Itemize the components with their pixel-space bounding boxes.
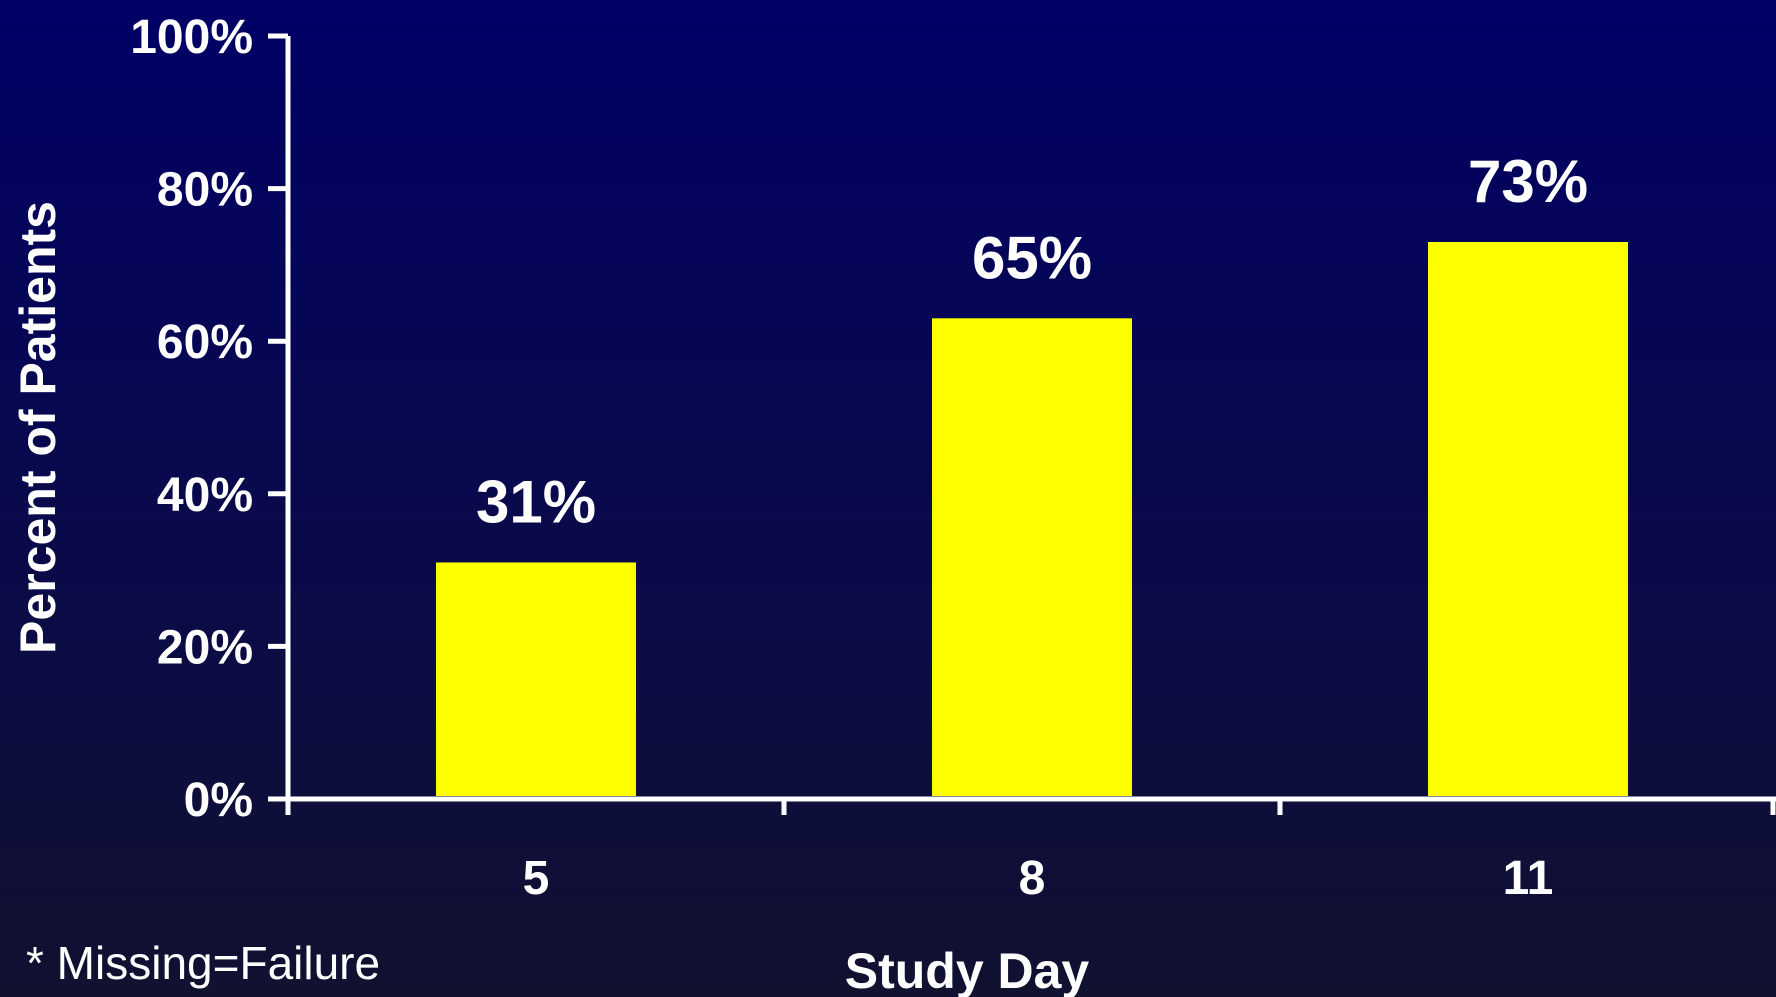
data-label: 65% [972,224,1092,291]
footnote: * Missing=Failure [26,937,381,989]
y-tick-label: 60% [157,316,253,369]
y-tick-label: 40% [157,469,253,522]
bar-day-8 [932,318,1132,796]
y-tick-label: 20% [157,621,253,674]
bars [436,242,1628,796]
x-axis-title: Study Day [845,943,1090,997]
x-tick-label: 11 [1503,852,1554,905]
y-tick-label: 80% [157,164,253,217]
data-label: 73% [1468,148,1588,215]
y-tick-label: 100% [130,11,253,64]
bar-day-5 [436,562,636,796]
x-axis: 5 8 11 [268,796,1776,905]
data-labels: 31% 65% 73% [476,148,1588,535]
data-label: 31% [476,468,596,535]
y-axis: 0% 20% 40% 60% 80% 100% [130,11,291,827]
y-tick-label: 0% [184,774,253,827]
x-tick-label: 5 [523,852,550,905]
x-tick-label: 8 [1019,852,1046,905]
y-axis-title: Percent of Patients [10,201,66,654]
bar-day-11 [1428,242,1628,796]
